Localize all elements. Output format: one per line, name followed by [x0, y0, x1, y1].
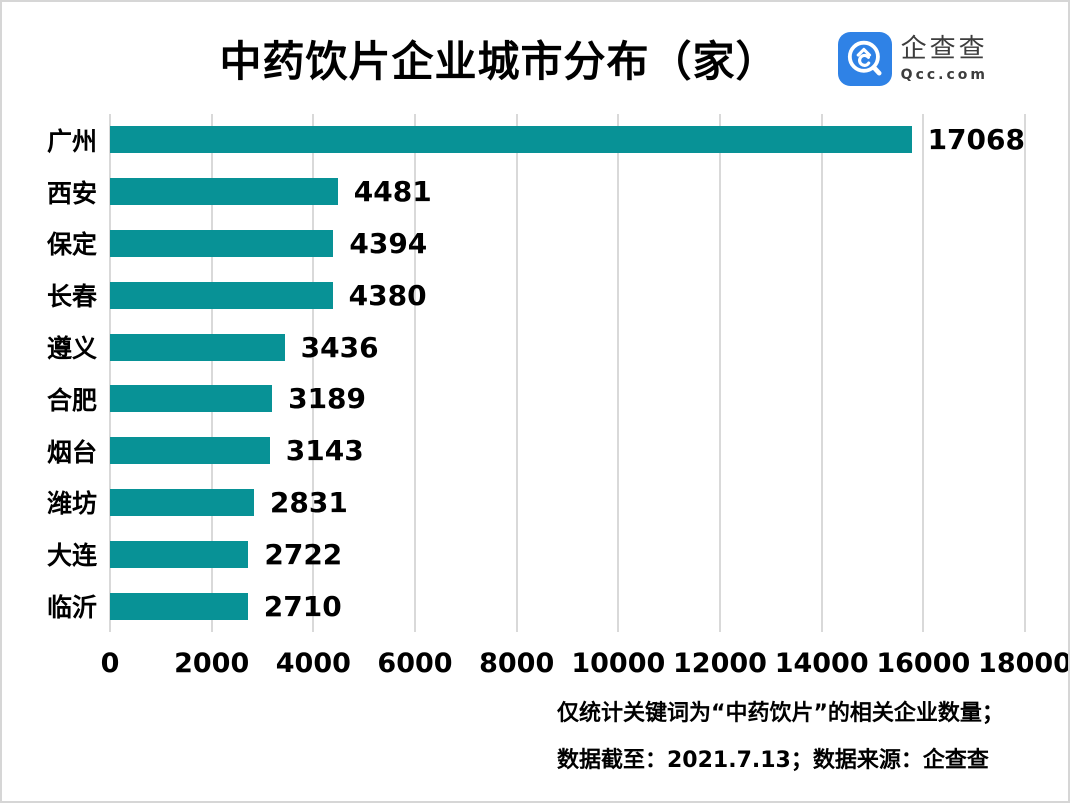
x-tick-label: 16000	[876, 648, 971, 679]
bar	[110, 281, 333, 309]
bar	[110, 229, 334, 257]
footer-note-scope: 仅统计关键词为“中药饮片”的相关企业数量；	[557, 701, 1004, 726]
value-label: 3436	[300, 330, 379, 364]
x-tick-label: 8000	[479, 648, 555, 679]
bar-chart: 广州 17068 西安 4481 保定 4394 长春 4380 遵义 3436 合肥 3189 烟台 3…	[47, 114, 1026, 632]
qcc-logo-name: 企查查	[900, 34, 988, 65]
bar	[110, 333, 285, 361]
footer-note-source: 数据截至：2021.7.13；数据来源：企查查	[557, 748, 989, 774]
bar-row: 西安 4481	[47, 166, 1025, 218]
category-label: 遵义	[46, 334, 97, 364]
gridline	[718, 114, 721, 632]
gridline	[922, 114, 925, 632]
x-tick-label: 12000	[673, 648, 767, 679]
bar-row: 大连 2722	[47, 528, 1025, 580]
bar	[110, 592, 248, 620]
value-label: 2831	[269, 485, 348, 519]
category-label: 西安	[46, 178, 97, 208]
value-label: 4394	[349, 226, 428, 260]
header: 中药饮片企业城市分布（家） 企查查 Qcc.com	[2, 2, 1068, 106]
gridline	[210, 114, 213, 632]
bar	[110, 126, 912, 154]
category-label: 大连	[46, 541, 97, 571]
value-label: 3143	[285, 434, 364, 468]
gridline	[515, 114, 518, 632]
gridline	[312, 114, 315, 632]
bar-row: 广州 17068	[47, 114, 1025, 166]
bar	[110, 437, 270, 465]
category-label: 烟台	[46, 437, 97, 467]
bar-row: 潍坊 2831	[47, 477, 1025, 529]
bar-row: 保定 4394	[47, 218, 1025, 270]
x-tick-label: 10000	[571, 648, 666, 679]
bar-row: 临沂 2710	[47, 580, 1025, 632]
bar-row: 长春 4380	[47, 269, 1025, 321]
gridline	[413, 114, 416, 632]
bar-rows: 广州 17068 西安 4481 保定 4394 长春 4380 遵义 3436 合肥 3189 烟台 3…	[47, 114, 1025, 632]
x-tick-label: 18000	[978, 648, 1070, 679]
x-tick-label: 6000	[377, 648, 453, 679]
bar	[110, 488, 254, 516]
qcc-logo-text: 企查查 Qcc.com	[901, 35, 988, 83]
x-tick-label: 4000	[275, 648, 351, 679]
category-label: 广州	[46, 126, 97, 156]
category-label: 合肥	[46, 385, 97, 415]
category-label: 临沂	[46, 593, 97, 623]
bar-row: 合肥 3189	[47, 373, 1025, 425]
x-tick-label: 0	[100, 648, 120, 679]
x-tick-label: 2000	[174, 648, 250, 679]
x-tick-label: 14000	[774, 648, 869, 679]
bar	[110, 385, 273, 413]
bar	[110, 178, 338, 206]
bar-row: 遵义 3436	[47, 321, 1025, 373]
gridline	[109, 114, 111, 632]
value-label: 17068	[927, 123, 1025, 157]
gridline	[1024, 114, 1026, 632]
qcc-logo-domain: Qcc.com	[900, 66, 988, 83]
gridline	[820, 114, 823, 632]
bar	[110, 540, 249, 568]
x-axis: 0 2000 4000 6000 8000 10000 12000 14000 16000 180…	[101, 644, 1068, 686]
category-label: 长春	[46, 282, 97, 312]
page-title: 中药饮片企业城市分布（家）	[219, 37, 779, 86]
bar-row: 烟台 3143	[47, 425, 1025, 477]
footer-notes: 仅统计关键词为“中药饮片”的相关企业数量； 数据截至：2021.7.13；数据来…	[557, 701, 1004, 796]
value-label: 2710	[263, 589, 342, 623]
value-label: 4380	[348, 278, 427, 312]
value-label: 4481	[353, 175, 432, 209]
category-label: 潍坊	[46, 489, 97, 519]
qcc-logo: 企查查 Qcc.com	[837, 32, 988, 86]
qcc-magnifier-icon	[837, 32, 892, 86]
category-label: 保定	[46, 230, 97, 260]
value-label: 3189	[288, 382, 367, 416]
gridlines	[109, 114, 1026, 632]
value-label: 2722	[264, 537, 343, 571]
gridline	[617, 114, 620, 632]
